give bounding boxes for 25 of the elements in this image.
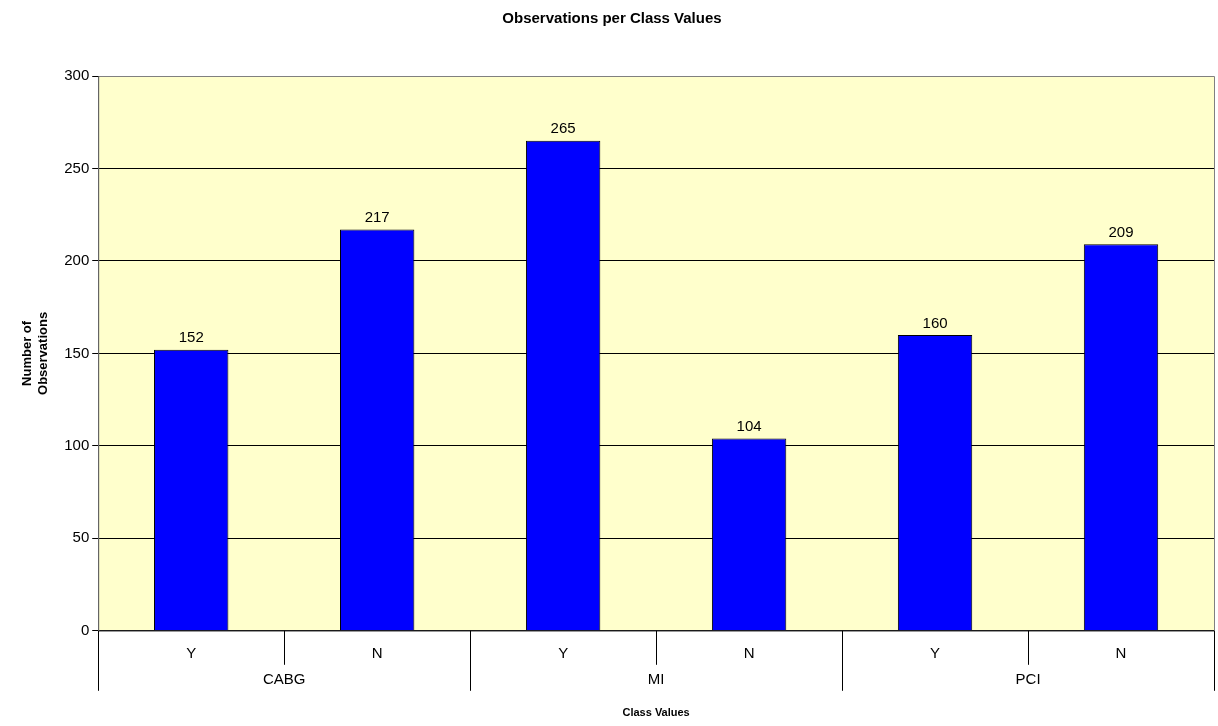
y-axis-title: Number of Observations	[19, 311, 50, 395]
text: MI	[647, 669, 665, 687]
y-tick-label: 250	[64, 158, 90, 176]
x-axis-title: Class Values	[622, 706, 690, 719]
x-tick-label: N	[1115, 643, 1127, 661]
data-label: 160	[922, 313, 948, 331]
text: CABG	[262, 669, 306, 687]
y-tick-label: 50	[72, 528, 90, 546]
y-tick-label: 150	[64, 343, 90, 361]
x-tick-label: N	[371, 643, 383, 661]
chart-title: Observations per Class Values	[502, 9, 722, 27]
data-label: 209	[1108, 222, 1134, 240]
data-label: 104	[736, 417, 762, 435]
data-label: 217	[364, 208, 390, 226]
y-tick-label: 200	[64, 251, 90, 269]
x-tick-label: Y	[558, 643, 569, 661]
x-tick-label: Y	[930, 643, 941, 661]
x-tick-label: Y	[186, 643, 197, 661]
data-label: 152	[178, 328, 204, 346]
data-label: 265	[550, 119, 576, 137]
y-tick-label: 100	[64, 436, 90, 454]
y-tick-label: 0	[80, 620, 90, 638]
x-tick-label: N	[743, 643, 755, 661]
y-tick-label: 300	[64, 66, 90, 84]
text: PCI	[1015, 669, 1041, 687]
